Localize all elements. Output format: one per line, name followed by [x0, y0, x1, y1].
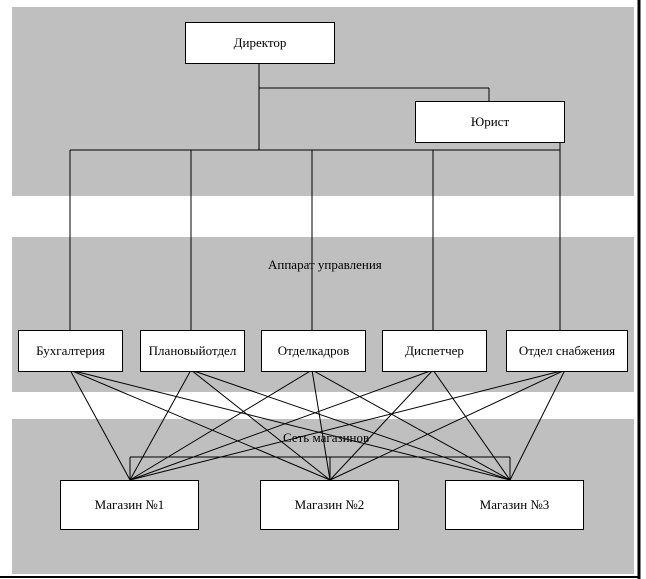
frame-border: [0, 0, 646, 579]
org-chart-diagram: Аппарат управления Сеть магазинов Директ…: [0, 0, 646, 579]
